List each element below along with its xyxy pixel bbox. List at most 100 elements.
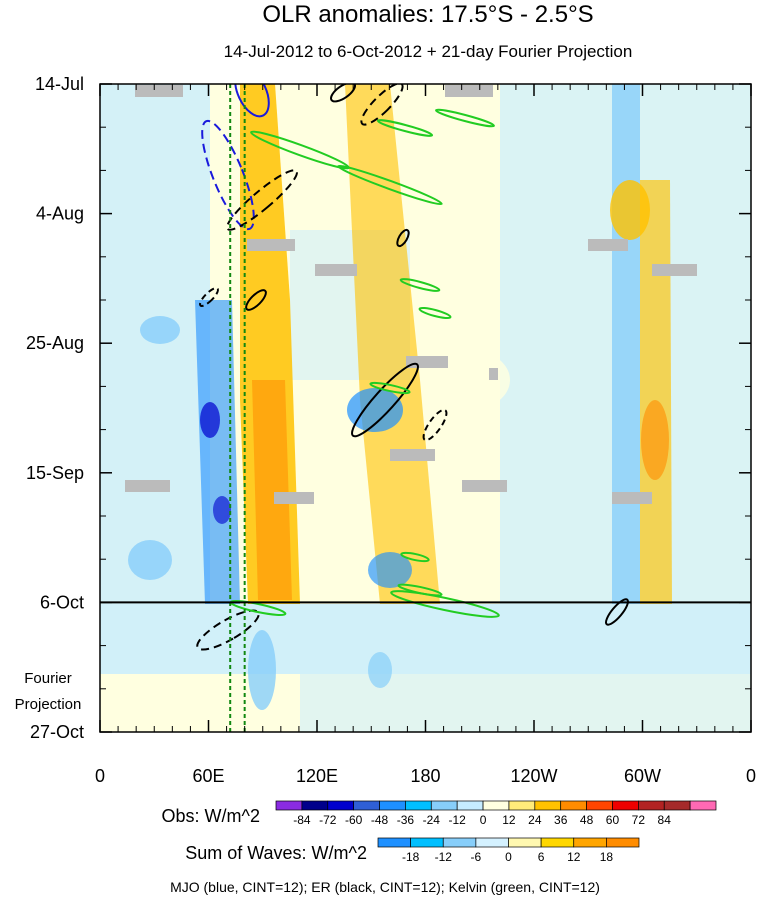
- missing-data-patch: [462, 480, 507, 492]
- colorbar-swatch: [586, 800, 613, 811]
- colorbar-swatch: [534, 800, 562, 811]
- forecast-label-line2: Projection: [15, 696, 82, 713]
- missing-data-patch: [274, 492, 314, 504]
- kelvin-contour: [390, 590, 500, 618]
- negative-anomaly-core: [368, 552, 412, 588]
- negative-anomaly-core: [347, 388, 403, 432]
- x-tick-label: 120W: [510, 766, 557, 786]
- colorbar-swatch: [508, 837, 542, 848]
- colorbar-swatch: [275, 800, 303, 811]
- missing-data-patch: [125, 480, 170, 492]
- colorbar-swatch: [606, 837, 640, 848]
- y-tick-label: 25-Aug: [26, 333, 84, 353]
- er-contour: [226, 169, 298, 231]
- kelvin-contour: [435, 108, 495, 128]
- colorbar-tick-label: -60: [345, 813, 363, 827]
- wave-contours: [196, 84, 629, 651]
- x-tick-label: 0: [746, 766, 756, 786]
- kelvin-contour: [376, 119, 434, 137]
- colorbar-swatch: [327, 800, 354, 811]
- colorbar-tick-label: 60: [606, 813, 620, 827]
- colorbar-tick-label: -72: [319, 813, 337, 827]
- colorbar-tick-label: 36: [554, 813, 568, 827]
- plot-field: [100, 84, 751, 732]
- negative-anomaly-core: [140, 316, 180, 344]
- chart-title: OLR anomalies: 17.5°S - 2.5°S: [262, 1, 593, 28]
- colorbar-swatch: [560, 800, 587, 811]
- positive-anomaly-core: [641, 400, 669, 480]
- colorbar-swatch: [638, 800, 665, 811]
- missing-data-patch: [247, 239, 295, 251]
- negative-anomaly-core: [248, 630, 276, 710]
- kelvin-contour: [400, 551, 430, 563]
- colorbar-tick-label: 72: [632, 813, 646, 827]
- colorbar-tick-label: -6: [471, 850, 482, 864]
- er-contour: [396, 228, 410, 248]
- forecast-label-line1: Fourier: [24, 670, 72, 687]
- missing-data-patch: [390, 449, 435, 461]
- y-tick-label: 15-Sep: [26, 463, 84, 483]
- missing-data-patch: [445, 85, 493, 97]
- x-tick-label: 60E: [192, 766, 224, 786]
- colorbar-tick-label: -84: [293, 813, 311, 827]
- mjo-reference-lines: [229, 84, 246, 732]
- negative-anomaly-band: [612, 84, 640, 604]
- colorbar-swatch: [508, 800, 536, 811]
- wave-contour-legend: MJO (blue, CINT=12); ER (black, CINT=12)…: [170, 879, 600, 895]
- colorbar-swatch: [482, 800, 510, 811]
- missing-data-patch: [315, 264, 357, 276]
- colorbar-swatch: [689, 800, 717, 811]
- kelvin-contour: [418, 306, 452, 320]
- y-tick-label: 27-Oct: [30, 722, 84, 742]
- missing-data-patch: [588, 239, 628, 251]
- missing-data-patch: [489, 368, 498, 380]
- forecast-region: [100, 604, 751, 674]
- colorbar-swatch: [475, 837, 509, 848]
- colorbar-swatch: [430, 800, 458, 811]
- colorbar-tick-label: 12: [502, 813, 516, 827]
- missing-data-patch: [652, 264, 697, 276]
- kelvin-contour: [369, 381, 411, 395]
- waves-colorbar: -18 -12 -6 0 6 12 18: [377, 837, 640, 864]
- chart-subtitle: 14-Jul-2012 to 6-Oct-2012 + 21-day Fouri…: [224, 42, 633, 61]
- colorbar-tick-label: -24: [423, 813, 441, 827]
- er-contour: [199, 287, 219, 307]
- x-tick-label: 120E: [296, 766, 338, 786]
- colorbar-swatch: [410, 837, 444, 848]
- colorbar-tick-label: -12: [449, 813, 467, 827]
- forecast-region: [300, 674, 751, 732]
- x-tick-label: 60W: [624, 766, 661, 786]
- colorbar-tick-label: -18: [402, 850, 420, 864]
- colorbar-swatch: [663, 800, 691, 811]
- colorbar-swatch: [540, 837, 575, 848]
- colorbar-swatch: [379, 800, 406, 811]
- er-contour: [196, 609, 260, 651]
- colorbar-tick-label: 48: [580, 813, 594, 827]
- missing-data-patch: [612, 492, 652, 504]
- colorbar-swatch: [573, 837, 607, 848]
- er-contour: [245, 289, 267, 311]
- er-contour: [605, 598, 629, 626]
- colorbar-tick-label: 84: [658, 813, 672, 827]
- colorbar-tick-label: 0: [480, 813, 487, 827]
- colorbar-tick-label: 6: [538, 850, 545, 864]
- negative-anomaly-core: [128, 540, 172, 580]
- obs-colorbar-label: Obs: W/m^2: [162, 806, 260, 826]
- er-contour: [422, 408, 448, 442]
- kelvin-contour: [399, 278, 441, 292]
- negative-anomaly-core: [368, 652, 392, 688]
- obs-colorbar: -84 -72 -60 -48 -36 -24 -12 0 12 24 36 48 60 72 84: [275, 800, 717, 827]
- colorbar-swatch: [405, 800, 432, 811]
- x-tick-label: 0: [95, 766, 105, 786]
- missing-data-patch: [406, 356, 448, 368]
- positive-anomaly-band: [640, 180, 672, 604]
- mjo-contour: [234, 84, 270, 118]
- colorbar-swatch: [442, 837, 477, 848]
- x-axis: 0 60E 120E 180 120W 60W 0: [95, 84, 756, 786]
- negative-anomaly-core: [200, 402, 220, 438]
- colorbar-tick-label: 24: [528, 813, 542, 827]
- colorbar-swatch: [353, 800, 380, 811]
- er-contour: [330, 84, 356, 103]
- colorbar-tick-label: -12: [435, 850, 453, 864]
